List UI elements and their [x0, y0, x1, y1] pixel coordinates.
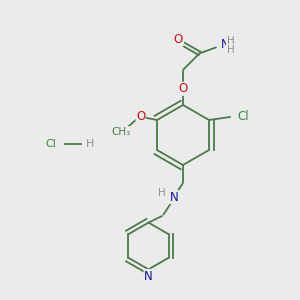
Text: O: O: [174, 33, 183, 46]
Text: O: O: [136, 110, 146, 123]
Text: H: H: [86, 139, 94, 149]
Text: Cl: Cl: [46, 139, 56, 149]
Text: H: H: [158, 188, 166, 199]
Text: O: O: [178, 82, 188, 95]
Text: H: H: [226, 36, 234, 46]
Text: N: N: [144, 269, 153, 283]
Text: N: N: [220, 38, 229, 52]
Text: H: H: [226, 45, 234, 55]
Text: N: N: [169, 190, 178, 204]
Text: Cl: Cl: [238, 110, 249, 124]
Text: CH₃: CH₃: [112, 127, 131, 137]
